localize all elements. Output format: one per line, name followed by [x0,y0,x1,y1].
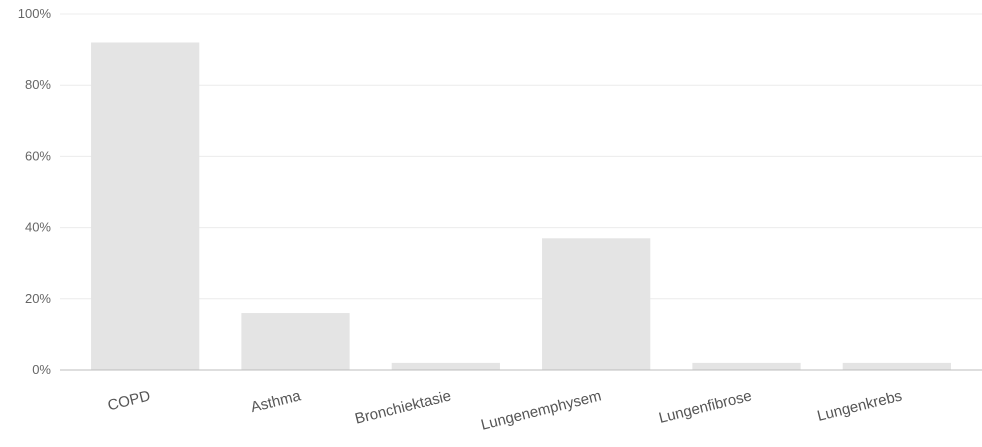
x-tick-label: Lungenfibrose [657,387,753,426]
y-tick-label: 0% [32,362,51,377]
x-tick-label: Bronchiektasie [353,387,453,427]
bar [241,313,350,370]
x-tick-labels: COPD Asthma Bronchiektasie Lungenemphysem Lu… [106,387,904,434]
y-tick-label: 60% [25,148,51,163]
bars [91,42,951,370]
x-tick-label: Lungenkrebs [816,387,904,424]
bar [91,42,200,370]
bar [391,362,500,370]
x-tick-label: Lungenemphysem [479,387,603,433]
y-tick-label: 40% [25,220,51,235]
y-tick-label: 80% [25,77,51,92]
grid-lines [60,13,982,300]
bar [692,362,801,370]
y-tick-label: 100% [18,6,52,21]
bar [542,238,651,370]
bar [842,362,951,370]
x-tick-label: Asthma [249,387,303,416]
x-tick-label: COPD [106,387,152,414]
y-tick-label: 20% [25,291,51,306]
y-tick-labels: 0% 20% 40% 60% 80% 100% [18,6,52,377]
